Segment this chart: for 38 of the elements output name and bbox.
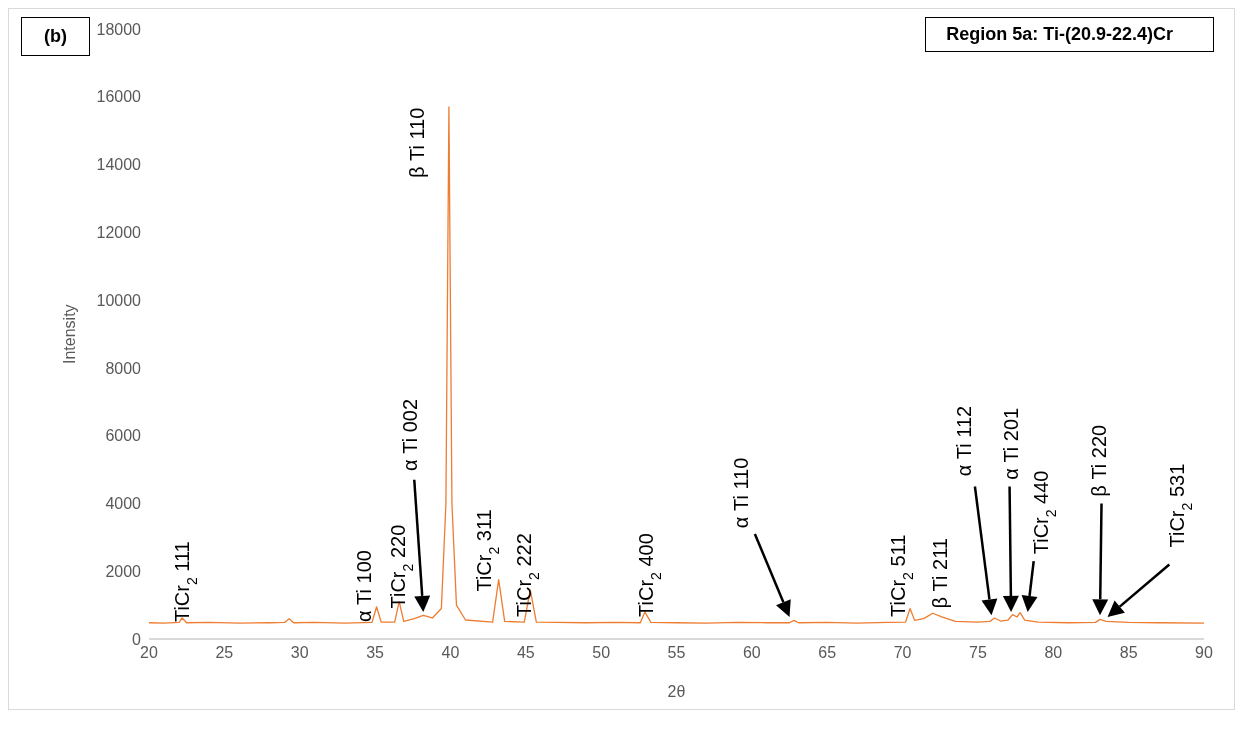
annotation: β Ti 110 xyxy=(406,107,429,179)
x-tick-label: 60 xyxy=(742,644,761,662)
y-tick-label: 2000 xyxy=(105,562,142,580)
y-tick-label: 4000 xyxy=(105,495,142,513)
annotation: α Ti 110 xyxy=(730,457,753,529)
x-axis-title: 2θ xyxy=(667,683,686,700)
annotation: α Ti 002 xyxy=(398,398,421,471)
y-tick-label: 0 xyxy=(132,630,142,648)
y-tick-label: 14000 xyxy=(96,156,142,174)
x-tick-label: 65 xyxy=(818,644,837,662)
x-tick-label: 75 xyxy=(969,644,987,662)
x-tick-label: 35 xyxy=(366,644,385,662)
annotation: β Ti 211 xyxy=(929,538,952,609)
x-tick-label: 90 xyxy=(1195,644,1213,662)
line-series xyxy=(149,106,1204,624)
x-tick-label: 40 xyxy=(441,644,460,662)
y-tick-label: 6000 xyxy=(105,427,142,445)
chart-title: Region 5a: Ti-(20.9-22.4)Cr xyxy=(925,17,1214,52)
x-tick-label: 25 xyxy=(215,644,234,662)
x-tick-label: 70 xyxy=(893,644,912,662)
y-tick-label: 10000 xyxy=(96,291,142,309)
x-tick-label: 85 xyxy=(1119,644,1138,662)
annotation: α Ti 201 xyxy=(1000,407,1023,480)
y-tick-label: 18000 xyxy=(96,20,142,38)
x-tick-label: 30 xyxy=(290,644,309,662)
x-tick-label: 20 xyxy=(140,644,158,662)
y-tick-label: 16000 xyxy=(96,88,142,106)
x-tick-label: 45 xyxy=(516,644,535,662)
x-tick-label: 50 xyxy=(592,644,611,662)
annotation: α Ti 100 xyxy=(352,550,375,623)
x-tick-label: 80 xyxy=(1044,644,1063,662)
y-tick-label: 12000 xyxy=(96,224,142,242)
annotation: β Ti 220 xyxy=(1087,424,1110,497)
y-axis-title: Intensity xyxy=(60,304,78,364)
y-tick-label: 8000 xyxy=(105,359,142,377)
x-tick-label: 55 xyxy=(667,644,686,662)
annotation: α Ti 112 xyxy=(953,405,976,477)
text: (b) xyxy=(21,17,90,56)
